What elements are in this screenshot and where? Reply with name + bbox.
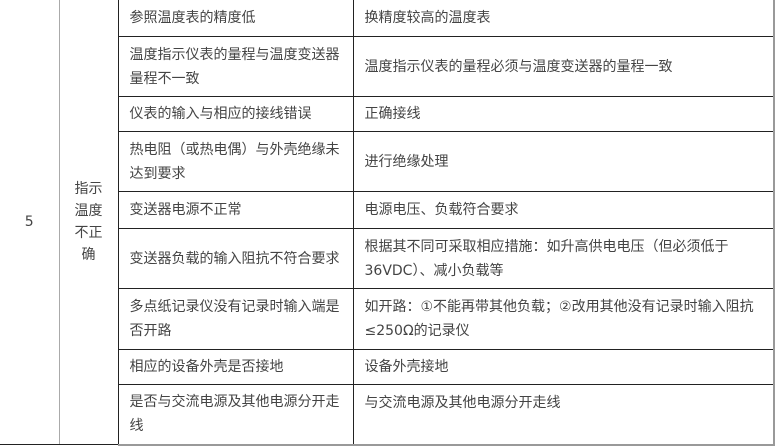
cause-cell: 参照温度表的精度低: [117, 0, 354, 37]
solution-cell: 根据其不同可采取相应措施：如升高供电电压（但必须低于36VDC）、减小负载等: [352, 228, 775, 289]
table-row: 是否与交流电源及其他电源分开走线 与交流电源及其他电源分开走线: [0, 384, 775, 446]
solution-cell: 温度指示仪表的量程必须与温度变送器的量程一致: [352, 36, 775, 97]
cause-cell: 热电阻（或热电偶）与外壳绝缘未达到要求: [117, 131, 354, 192]
cause-cell: 变送器电源不正常: [117, 191, 354, 229]
table-row: 相应的设备外壳是否接地 设备外壳接地: [0, 349, 775, 385]
cause-cell: 多点纸记录仪没有记录时输入端是否开路: [117, 288, 354, 350]
solution-cell: 电源电压、负载符合要求: [352, 191, 775, 229]
solution-cell: 正确接线: [352, 96, 775, 132]
table-row: 变送器电源不正常 电源电压、负载符合要求: [0, 191, 775, 229]
table-row: 变送器负载的输入阻抗不符合要求 根据其不同可采取相应措施：如升高供电电压（但必须…: [0, 228, 775, 289]
cause-cell: 仪表的输入与相应的接线错误: [117, 96, 354, 132]
category-line: 不正: [74, 225, 103, 241]
table-row: 仪表的输入与相应的接线错误 正确接线: [0, 96, 775, 132]
solution-cell: 设备外壳接地: [352, 349, 775, 385]
category-line: 温度: [74, 203, 103, 219]
cause-cell: 是否与交流电源及其他电源分开走线: [117, 384, 354, 446]
solution-cell: 换精度较高的温度表: [352, 0, 775, 37]
category-line: 指示: [74, 181, 103, 197]
solution-cell: 进行绝缘处理: [352, 131, 775, 192]
solution-cell: 如开路：①不能再带其他负载；②改用其他没有记录时输入阻抗≤250Ω的记录仪: [352, 288, 775, 350]
table-row: 热电阻（或热电偶）与外壳绝缘未达到要求 进行绝缘处理: [0, 131, 775, 192]
fault-category: 指示 温度 不正 确: [58, 0, 119, 445]
cause-cell: 变送器负载的输入阻抗不符合要求: [117, 228, 354, 289]
table-row: 多点纸记录仪没有记录时输入端是否开路 如开路：①不能再带其他负载；②改用其他没有…: [0, 288, 775, 350]
item-number: 5: [0, 0, 60, 445]
table-row: 温度指示仪表的量程与温度变送器量程不一致 温度指示仪表的量程必须与温度变送器的量…: [0, 36, 775, 97]
cause-cell: 温度指示仪表的量程与温度变送器量程不一致: [117, 36, 354, 97]
solution-cell: 与交流电源及其他电源分开走线: [352, 384, 775, 446]
cause-cell: 相应的设备外壳是否接地: [117, 349, 354, 385]
category-line: 确: [81, 247, 96, 263]
